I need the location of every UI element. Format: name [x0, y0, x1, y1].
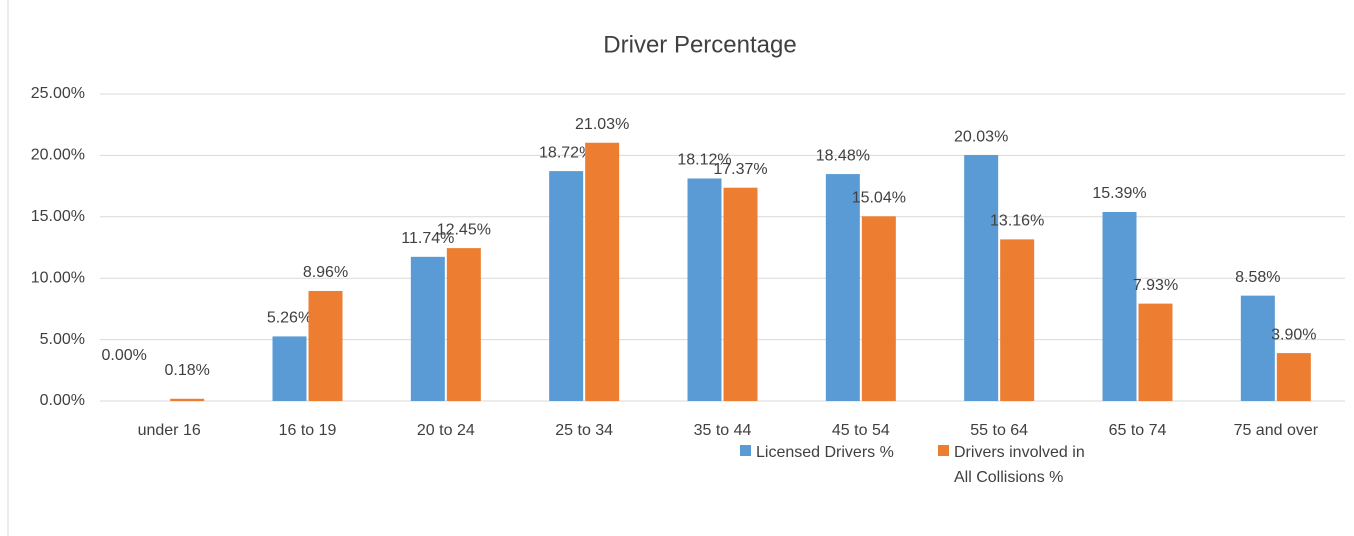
data-label: 12.45% [437, 221, 491, 238]
chart-title: Driver Percentage [603, 31, 796, 58]
bar [861, 216, 896, 401]
bar [585, 142, 620, 402]
x-tick-label: 55 to 64 [970, 422, 1028, 439]
legend-item: Drivers involved in All Collisions % [938, 440, 1104, 490]
data-label: 15.04% [852, 190, 906, 207]
x-tick-label: 25 to 34 [555, 422, 613, 439]
legend-item: Licensed Drivers % [740, 440, 894, 465]
x-tick-label: 65 to 74 [1109, 422, 1167, 439]
data-label: 0.18% [164, 362, 209, 379]
bar [1276, 353, 1311, 401]
x-tick-label: 16 to 19 [279, 422, 337, 439]
x-tick-label: 75 and over [1234, 422, 1319, 439]
bar [410, 256, 445, 401]
bar [549, 171, 584, 401]
bar [446, 248, 481, 401]
data-label: 8.96% [303, 264, 348, 281]
data-label: 11.74% [401, 230, 454, 247]
data-label: 18.48% [816, 147, 870, 164]
data-label: 8.58% [1235, 269, 1280, 286]
y-tick-label: 25.00% [31, 85, 85, 102]
x-tick-label: 20 to 24 [417, 422, 475, 439]
bar [308, 290, 343, 401]
bar [723, 187, 758, 401]
bar [825, 174, 860, 401]
y-tick-label: 15.00% [31, 208, 85, 225]
bar [1240, 295, 1275, 401]
bar [1000, 239, 1035, 401]
data-label: 15.39% [1092, 185, 1146, 202]
bar [1138, 303, 1173, 401]
x-tick-label: 45 to 54 [832, 422, 890, 439]
data-label: 5.26% [267, 310, 312, 327]
data-label: 18.72% [539, 144, 593, 161]
data-label: 17.37% [713, 161, 767, 178]
data-label: 18.12% [677, 152, 731, 169]
bar [1102, 212, 1137, 401]
data-label: 3.90% [1271, 326, 1316, 343]
y-tick-label: 10.00% [31, 269, 85, 286]
legend-label: Licensed Drivers % [756, 444, 894, 461]
y-tick-label: 5.00% [40, 331, 85, 348]
y-tick-label: 0.00% [40, 392, 85, 409]
legend-swatch [740, 445, 751, 456]
legend-swatch [938, 445, 949, 456]
legend-label: Drivers involved in All Collisions % [954, 444, 1085, 486]
data-label: 13.16% [990, 213, 1044, 230]
data-label: 21.03% [575, 116, 629, 133]
bar [272, 336, 307, 401]
bar [687, 178, 722, 401]
bar [964, 155, 999, 401]
data-label: 20.03% [954, 128, 1008, 145]
bar [170, 398, 205, 401]
data-label: 7.93% [1133, 277, 1178, 294]
x-tick-label: under 16 [138, 422, 201, 439]
x-tick-label: 35 to 44 [694, 422, 752, 439]
data-label: 0.00% [101, 347, 146, 364]
y-tick-label: 20.00% [31, 147, 85, 164]
